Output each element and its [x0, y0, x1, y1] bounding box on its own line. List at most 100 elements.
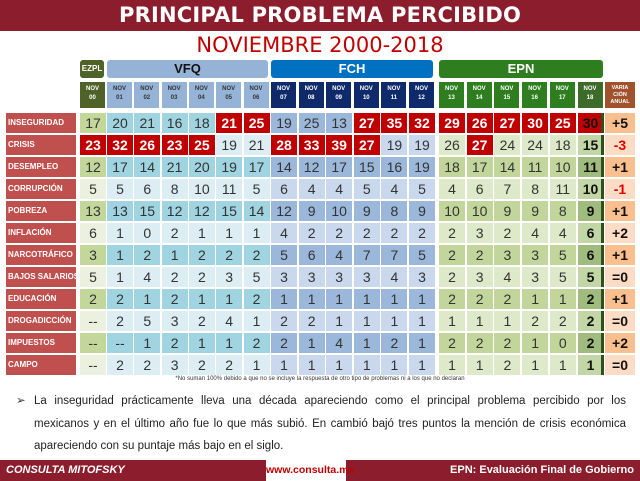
- table-cell: 5: [549, 267, 576, 287]
- column-header-year: 15: [503, 95, 511, 101]
- table-cell: 19: [409, 157, 435, 177]
- table-cell: 9: [577, 201, 604, 221]
- table-cell: 9: [353, 201, 380, 221]
- table-cell: 17: [80, 113, 106, 133]
- table-cell: 27: [494, 113, 521, 133]
- table-cell: 17: [107, 157, 133, 177]
- variation-cell: +1: [605, 245, 635, 265]
- table-cell: 1: [326, 355, 353, 375]
- table-cell: 1: [522, 289, 549, 309]
- variation-cell: =0: [605, 267, 635, 287]
- table-cell: 19: [271, 113, 297, 133]
- column-header-month: NOV: [249, 86, 263, 92]
- table-cell: 12: [188, 201, 215, 221]
- table-cell: 1: [353, 355, 380, 375]
- table-cell: 18: [188, 113, 215, 133]
- table-cell: 2: [494, 223, 521, 243]
- table-cell: 18: [549, 135, 576, 155]
- table-cell: 0: [549, 333, 576, 353]
- group-header-fch: FCH: [271, 60, 433, 78]
- table-cell: 4: [494, 267, 521, 287]
- column-header-month: NOV: [555, 86, 569, 92]
- table-cell: 21: [134, 113, 161, 133]
- column-header-month: NOV: [444, 86, 458, 92]
- table-cell: 4: [522, 223, 549, 243]
- brand-logo-text: CONSULTA MITOFSKY: [6, 464, 125, 476]
- table-cell: 12: [161, 201, 188, 221]
- column-header-year: 10: [362, 95, 370, 101]
- row-label-10: IMPUESTOS: [6, 333, 76, 353]
- variation-cell: =0: [605, 311, 635, 331]
- table-cell: 15: [134, 201, 161, 221]
- table-cell: 2: [188, 311, 215, 331]
- table-cell: 4: [549, 223, 576, 243]
- table-cell: 2: [271, 333, 297, 353]
- table-cell: 35: [381, 113, 408, 133]
- table-cell: 1: [271, 289, 297, 309]
- column-header-09: NOV 09: [326, 82, 352, 108]
- table-cell: 21: [243, 135, 270, 155]
- table-cell: 1: [466, 311, 493, 331]
- row-label-5: INFLACIÓN: [6, 223, 76, 243]
- row-label-7: BAJOS SALARIOS: [6, 267, 76, 287]
- table-cell: 5: [134, 311, 161, 331]
- table-cell: 1: [107, 267, 133, 287]
- table-cell: 2: [466, 245, 493, 265]
- table-cell: 4: [271, 223, 297, 243]
- table-cell: 9: [494, 201, 521, 221]
- table-cell: 2: [439, 267, 465, 287]
- table-cell: 5: [107, 179, 133, 199]
- column-header-18: NOV 18: [577, 82, 603, 108]
- table-cell: 2: [271, 311, 297, 331]
- group-header-ezpl: EZPL: [80, 60, 104, 78]
- table-cell: 1: [188, 223, 215, 243]
- column-header-16: NOV 16: [522, 82, 548, 108]
- table-cell: 25: [188, 135, 215, 155]
- table-cell: 6: [134, 179, 161, 199]
- column-header-year: 08: [307, 95, 315, 101]
- arrow-bullet-icon: ➢: [16, 395, 26, 407]
- table-cell: 2: [381, 223, 408, 243]
- column-header-year: 17: [558, 95, 566, 101]
- row-label-9: DROGADICCIÓN: [6, 311, 76, 331]
- table-cell: 1: [134, 333, 161, 353]
- table-cell: 1: [107, 245, 133, 265]
- table-cell: 5: [409, 179, 435, 199]
- column-header-month: NOV: [472, 86, 486, 92]
- table-cell: 8: [381, 201, 408, 221]
- table-cell: 2: [188, 245, 215, 265]
- column-header-03: NOV 03: [161, 82, 187, 108]
- table-cell: 2: [216, 355, 243, 375]
- table-cell: 27: [353, 113, 380, 133]
- table-cell: 2: [161, 333, 188, 353]
- table-cell: 2: [298, 223, 325, 243]
- column-header-month: NOV: [112, 86, 126, 92]
- table-cell: 13: [80, 201, 106, 221]
- table-cell: 5: [353, 179, 380, 199]
- table-cell: 2: [161, 223, 188, 243]
- column-header-13: NOV 13: [439, 82, 464, 108]
- variation-cell: +1: [605, 157, 635, 177]
- table-cell: 10: [188, 179, 215, 199]
- table-cell: 1: [243, 311, 270, 331]
- row-label-6: NARCOTRÁFICO: [6, 245, 76, 265]
- table-cell: 1: [549, 355, 576, 375]
- table-cell: 12: [271, 201, 297, 221]
- table-cell: 19: [409, 135, 435, 155]
- table-cell: 5: [80, 267, 106, 287]
- table-cell: 7: [353, 245, 380, 265]
- table-cell: 1: [466, 355, 493, 375]
- column-header-year: 16: [531, 95, 538, 101]
- table-cell: 3: [298, 267, 325, 287]
- table-cell: 4: [134, 267, 161, 287]
- table-cell: 3: [353, 267, 380, 287]
- column-header-month: NOV: [85, 86, 99, 92]
- table-cell: 10: [326, 201, 353, 221]
- table-cell: 6: [80, 223, 106, 243]
- table-cell: 1: [522, 333, 549, 353]
- table-cell: 3: [216, 267, 243, 287]
- table-cell: 2: [107, 289, 133, 309]
- table-cell: 6: [466, 179, 493, 199]
- table-cell: 10: [577, 179, 604, 199]
- website-link[interactable]: www.consulta.mx: [266, 460, 354, 481]
